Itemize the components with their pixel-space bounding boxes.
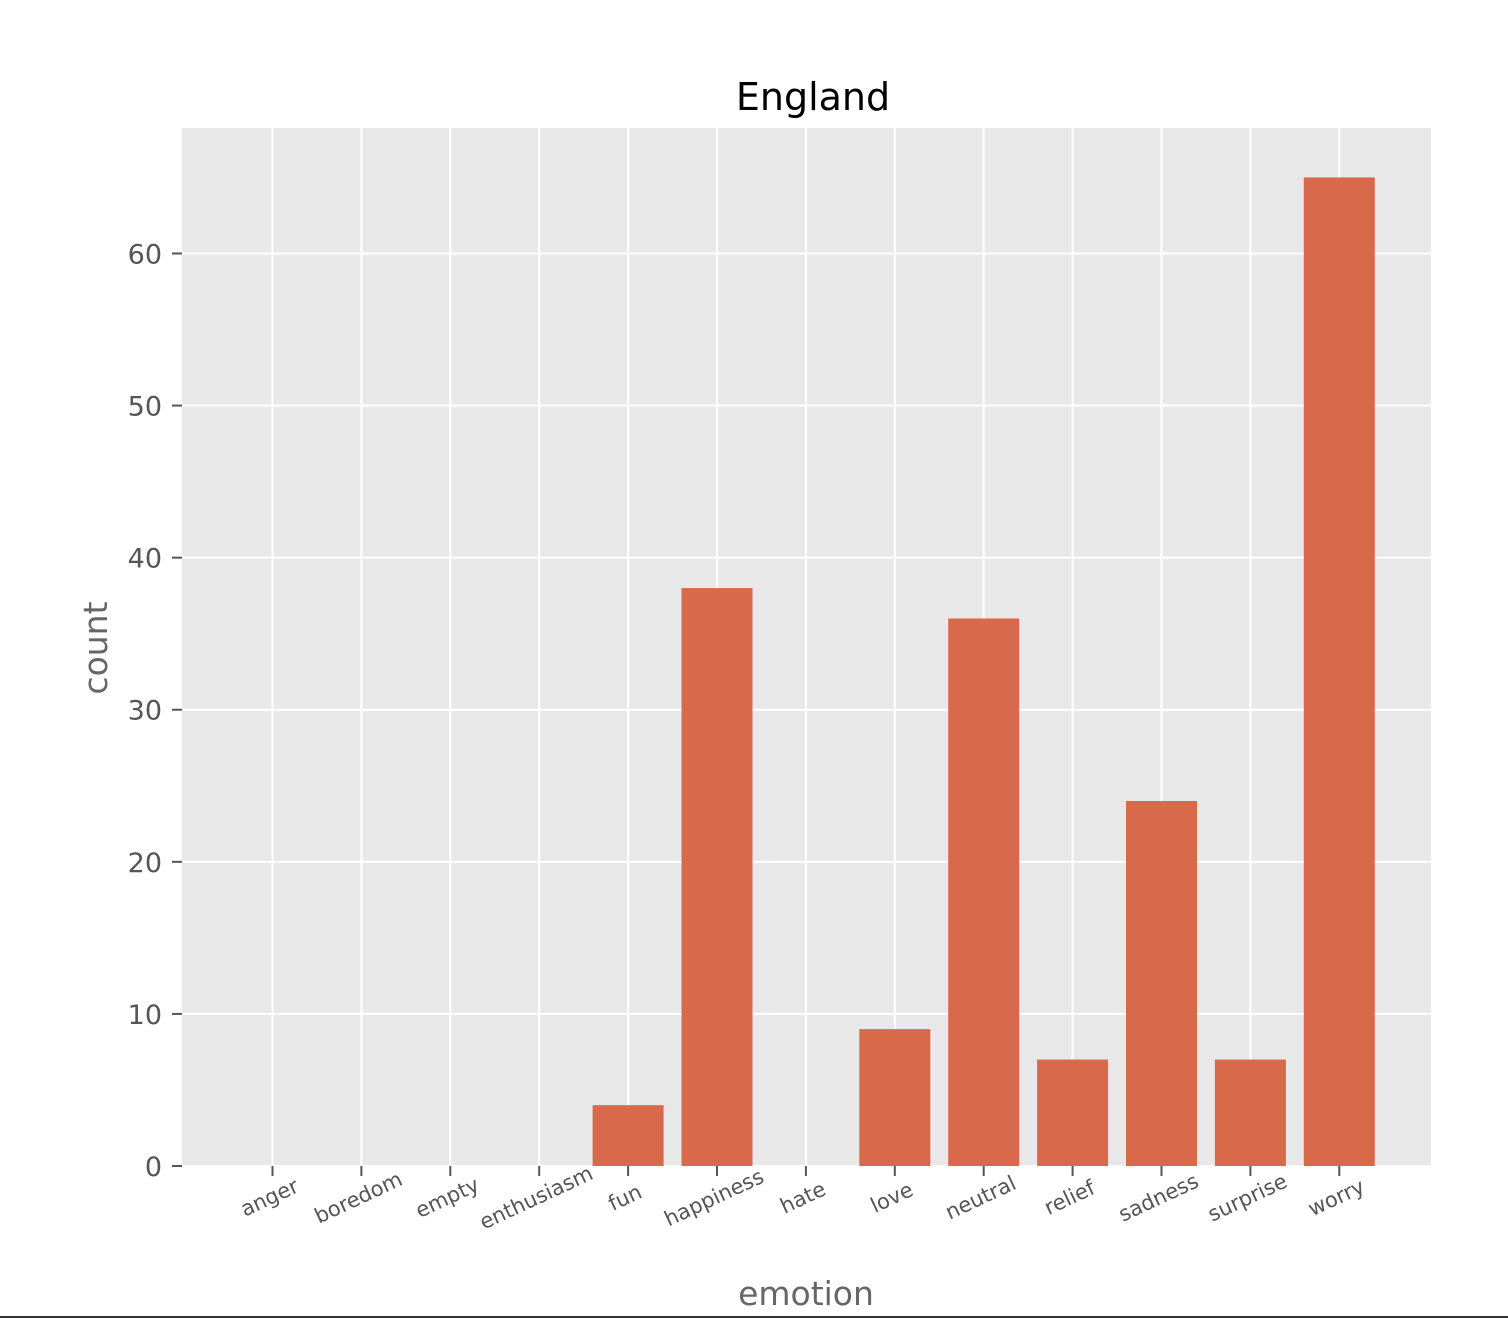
y-tick-label: 60 (128, 239, 162, 270)
bars (592, 177, 1375, 1166)
y-axis: 0 10 20 30 40 50 60 (128, 239, 182, 1183)
x-tick-label: boredom (311, 1167, 406, 1228)
bar-worry (1303, 177, 1375, 1166)
x-tick-label: fun (605, 1180, 646, 1216)
bar-surprise (1214, 1059, 1286, 1166)
x-tick-label: relief (1041, 1175, 1100, 1219)
x-tick-label: hate (776, 1177, 829, 1219)
y-tick-label: 40 (128, 544, 162, 575)
bar-fun (592, 1105, 664, 1166)
x-axis-label: emotion (738, 1274, 874, 1313)
x-tick-label: sadness (1115, 1169, 1202, 1227)
y-axis-label: count (76, 601, 115, 694)
x-tick-label: neutral (942, 1171, 1020, 1225)
x-tick-label: happiness (661, 1164, 768, 1231)
x-tick-label: surprise (1204, 1169, 1291, 1226)
bar-neutral (948, 618, 1020, 1166)
chart-title: England (736, 75, 890, 119)
bottom-border (0, 1316, 1508, 1318)
x-tick-label: enthusiasm (476, 1161, 597, 1234)
y-tick-label: 20 (128, 848, 162, 879)
x-tick-label: empty (412, 1173, 483, 1223)
bar-happiness (681, 588, 753, 1166)
y-tick-label: 30 (128, 696, 162, 727)
bar-sadness (1126, 800, 1197, 1166)
y-tick-label: 0 (145, 1152, 162, 1183)
bar-love (859, 1029, 931, 1166)
y-tick-label: 10 (128, 1000, 162, 1031)
x-tick-label: anger (237, 1174, 303, 1222)
bar-relief (1037, 1059, 1109, 1166)
x-tick-label: worry (1304, 1174, 1368, 1221)
x-tick-label: love (867, 1177, 917, 1217)
y-tick-label: 50 (128, 392, 162, 423)
